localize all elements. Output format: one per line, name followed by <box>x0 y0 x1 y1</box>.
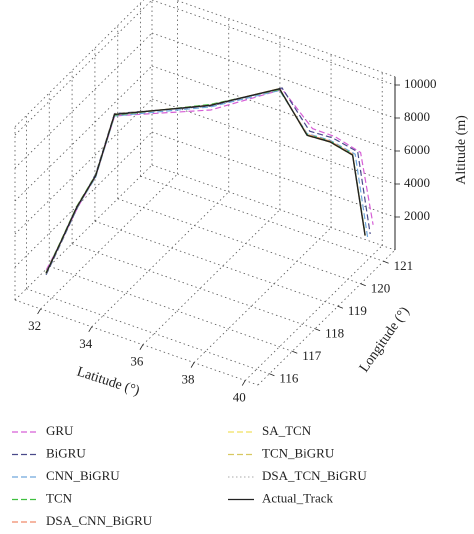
tick-mark <box>37 308 41 315</box>
grid-line <box>91 191 230 328</box>
track-line <box>45 88 366 274</box>
grid-line <box>140 175 384 262</box>
x-axis-title: Latitude (°) <box>75 365 142 399</box>
legend-label: SA_TCN <box>262 423 312 438</box>
tick-mark <box>190 362 195 368</box>
grid-line <box>14 32 153 169</box>
grid-line <box>40 173 178 310</box>
legend-label: TCN <box>46 490 73 505</box>
legend-label: Actual_Track <box>262 490 334 505</box>
track-line <box>45 89 369 275</box>
z-tick-label: 2000 <box>404 208 430 223</box>
tick-mark <box>292 350 298 354</box>
grid-line <box>151 98 396 185</box>
legend-label: DSA_TCN_BiGRU <box>262 468 367 483</box>
x-tick-label: 34 <box>79 336 93 351</box>
grid-line <box>14 65 153 202</box>
grid-line <box>71 243 316 330</box>
tick-mark <box>360 283 366 287</box>
x-tick-label: 32 <box>28 318 41 333</box>
grid-line <box>142 209 281 346</box>
legend-label: CNN_BiGRU <box>46 468 120 483</box>
z-tick-label: 4000 <box>404 175 430 190</box>
legend-label: BiGRU <box>46 445 86 460</box>
grid-line <box>14 98 153 235</box>
legend-label: TCN_BiGRU <box>262 445 335 460</box>
box-edge <box>257 249 396 386</box>
track-line <box>45 87 366 274</box>
tick-mark <box>314 328 321 332</box>
track-line <box>45 87 366 274</box>
track-line <box>45 88 374 271</box>
grid-line <box>244 245 383 381</box>
tick-mark <box>88 326 93 333</box>
box-edge <box>14 164 153 301</box>
tick-mark <box>337 305 344 309</box>
grid-line <box>193 227 332 363</box>
tick-mark <box>269 373 275 377</box>
y-tick-label: 121 <box>394 258 414 273</box>
z-tick-label: 10000 <box>404 76 437 91</box>
y-tick-label: 116 <box>279 371 299 386</box>
y-tick-label: 120 <box>371 281 391 296</box>
grid-line <box>14 131 153 268</box>
z-tick-label: 6000 <box>404 142 430 157</box>
tick-mark <box>139 344 144 350</box>
x-tick-label: 40 <box>233 390 246 405</box>
grid-line <box>117 198 361 285</box>
grid-line <box>26 288 270 375</box>
grid-line <box>151 32 396 119</box>
y-tick-label: 118 <box>325 326 344 341</box>
y-tick-label: 119 <box>348 303 367 318</box>
box-edge <box>174 0 396 78</box>
grid-line <box>14 0 153 136</box>
grid-line <box>94 220 339 307</box>
box-edge <box>14 0 145 128</box>
y-tick-label: 117 <box>302 348 322 363</box>
grid-line <box>151 0 396 86</box>
x-tick-label: 36 <box>130 354 144 369</box>
x-tick-label: 38 <box>182 372 195 387</box>
tick-mark <box>241 380 246 386</box>
tick-mark <box>383 260 389 264</box>
legend-label: DSA_CNN_BiGRU <box>46 513 153 528</box>
z-tick-label: 8000 <box>404 109 430 124</box>
box-edge <box>14 299 259 386</box>
legend-label: GRU <box>46 423 74 438</box>
z-axis-title: Altitude (m) <box>454 115 469 185</box>
track-line <box>45 87 371 276</box>
